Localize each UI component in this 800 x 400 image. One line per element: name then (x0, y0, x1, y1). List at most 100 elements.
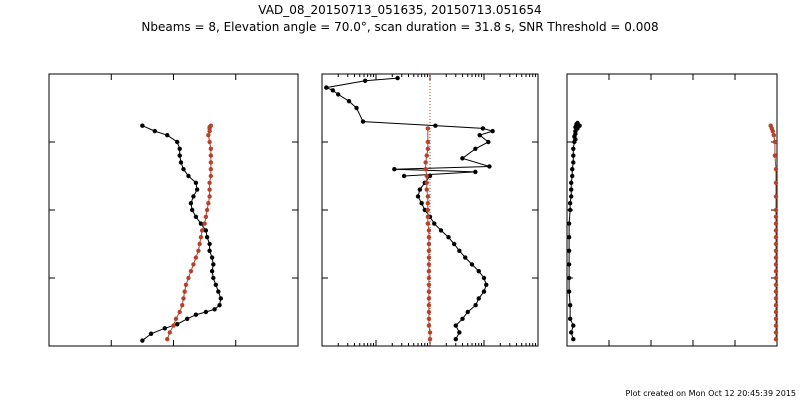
black-point (188, 201, 194, 206)
black-point (191, 194, 196, 199)
red-point (165, 337, 170, 342)
black-point (469, 262, 475, 267)
black-point (476, 269, 481, 274)
red-point (773, 323, 779, 328)
black-point (204, 235, 210, 240)
black-point (392, 167, 397, 172)
red-point (204, 207, 210, 213)
black-point (569, 187, 574, 192)
red-point (773, 289, 779, 294)
black-point (453, 337, 458, 342)
red-point (424, 187, 429, 192)
red-point (773, 207, 779, 213)
black-point (140, 123, 145, 128)
black-point (336, 92, 341, 97)
red-point (425, 221, 431, 226)
red-point (206, 201, 211, 206)
black-point (484, 282, 489, 287)
red-point (426, 303, 432, 308)
black-point (203, 228, 209, 233)
black-point (460, 316, 465, 321)
red-point (773, 228, 779, 233)
black-point (152, 128, 158, 134)
red-point (207, 180, 212, 185)
black-point (569, 194, 574, 199)
black-point (181, 167, 186, 172)
black-point (175, 322, 180, 327)
red-point (208, 146, 214, 151)
black-point (567, 201, 573, 206)
black-point (194, 187, 200, 192)
black-point (346, 99, 352, 104)
black-point (184, 316, 190, 321)
black-point (446, 235, 451, 240)
red-point (427, 337, 433, 342)
black-point (415, 194, 421, 199)
black-point (363, 78, 368, 84)
black-point (209, 255, 215, 260)
panel-snr-vertical-velocity (321, 73, 539, 347)
red-point (426, 323, 432, 328)
red-point (198, 235, 204, 240)
black-point (213, 282, 219, 287)
black-point (218, 296, 224, 301)
series-line (166, 125, 212, 340)
black-point (451, 241, 457, 247)
black-point (473, 303, 478, 308)
black-point (216, 289, 221, 294)
red-point (180, 303, 185, 308)
black-point (566, 289, 572, 294)
black-point (566, 235, 572, 240)
red-point (426, 275, 432, 281)
black-point (417, 187, 423, 192)
black-point (566, 262, 572, 267)
red-point (426, 289, 432, 294)
red-point (208, 123, 214, 128)
red-point (171, 323, 176, 328)
panel-wind (48, 73, 299, 347)
black-point (186, 173, 191, 179)
black-point (140, 338, 145, 343)
black-point (432, 221, 437, 226)
black-point (571, 160, 576, 165)
red-point (773, 180, 779, 185)
plot-frame (566, 73, 778, 347)
black-point (217, 303, 222, 308)
black-point (569, 180, 574, 185)
red-point (208, 153, 214, 158)
red-point (773, 269, 779, 274)
black-point (419, 201, 424, 206)
red-point (773, 255, 779, 260)
red-point (773, 282, 779, 287)
red-point (426, 241, 432, 247)
red-point (771, 133, 777, 138)
black-point (212, 307, 217, 312)
red-point (426, 248, 432, 253)
red-point (199, 228, 205, 233)
red-point (425, 146, 431, 151)
red-point (427, 330, 433, 335)
black-point (178, 160, 184, 165)
black-point (360, 119, 366, 124)
red-point (425, 201, 431, 206)
black-point (457, 330, 462, 335)
red-point (773, 194, 779, 199)
red-point (423, 160, 428, 165)
black-point (211, 262, 216, 267)
black-point (177, 146, 182, 151)
red-point (207, 139, 212, 145)
red-point (773, 214, 779, 219)
red-point (773, 309, 779, 315)
red-point (424, 180, 429, 185)
red-point (208, 173, 214, 179)
red-point (425, 214, 431, 219)
black-point (575, 120, 580, 126)
black-point (401, 173, 407, 179)
red-point (773, 167, 779, 172)
black-point (207, 241, 212, 247)
red-point (208, 160, 214, 165)
black-point (433, 123, 438, 128)
black-point (571, 146, 576, 151)
red-point (181, 296, 186, 301)
